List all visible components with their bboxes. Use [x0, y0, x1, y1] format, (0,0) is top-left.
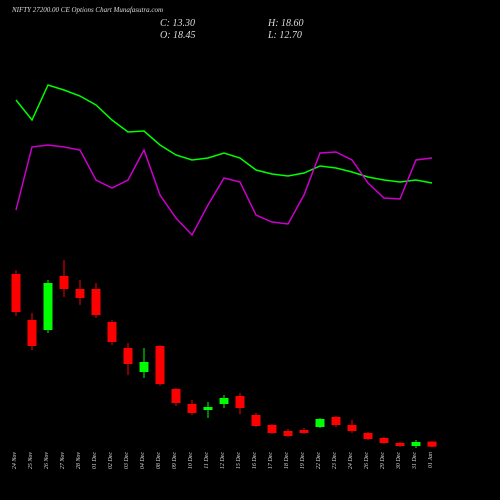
candle-body: [283, 431, 293, 436]
x-tick-label: 29 Dec: [380, 452, 386, 469]
candle-body: [219, 398, 229, 404]
low-label: L: 12.70: [267, 30, 302, 41]
candle-body: [171, 389, 181, 403]
line-series: [15, 144, 433, 237]
x-tick-label: 08 Dec: [156, 452, 162, 469]
x-tick-label: 15 Dec: [236, 452, 242, 469]
x-tick-label: 03 Dec: [124, 452, 130, 469]
x-tick-label: 27 Nov: [60, 452, 66, 470]
open-label: O: 18.45: [160, 30, 196, 41]
candle-body: [379, 438, 389, 443]
candle-body: [299, 430, 309, 433]
candle-body: [11, 274, 21, 312]
candle-body: [75, 289, 85, 298]
x-tick-label: 28 Nov: [76, 452, 82, 470]
candle-body: [267, 425, 277, 433]
x-tick-label: 17 Dec: [268, 452, 274, 469]
candle-body: [203, 407, 213, 410]
candle-body: [235, 396, 245, 408]
x-tick-label: 22 Dec: [316, 452, 322, 469]
candle-body: [251, 415, 261, 426]
x-tick-label: 24 Nov: [11, 452, 18, 470]
x-tick-label: 19 Dec: [300, 452, 306, 469]
x-tick-label: 02 Dec: [108, 452, 114, 469]
x-tick-label: 26 Nov: [44, 452, 50, 470]
candle-body: [363, 433, 373, 439]
candle-body: [427, 441, 437, 447]
x-tick-label: 09 Dec: [172, 452, 178, 469]
candle-body: [187, 404, 197, 413]
x-tick-label: 31 Dec: [412, 452, 418, 470]
x-tick-label: 23 Dec: [332, 452, 338, 469]
candle-body: [43, 283, 53, 330]
candle-body: [27, 320, 37, 346]
x-tick-label: 18 Dec: [284, 452, 290, 469]
x-tick-label: 10 Dec: [188, 452, 194, 469]
x-tick-label: 01 Dec: [92, 452, 98, 469]
x-tick-label: 01 Jan: [428, 452, 434, 468]
candle-body: [59, 276, 69, 289]
high-label: H: 18.60: [267, 18, 304, 29]
x-tick-label: 26 Dec: [364, 452, 370, 469]
x-tick-label: 30 Dec: [396, 452, 402, 470]
candle-body: [347, 425, 357, 431]
x-tick-label: 04 Dec: [139, 452, 146, 469]
close-label: C: 13.30: [160, 18, 195, 29]
candle-body: [155, 346, 165, 384]
x-tick-label: 24 Dec: [347, 452, 354, 469]
x-tick-label: 16 Dec: [252, 452, 258, 469]
chart-title: NIFTY 27200.00 CE Options Chart Munafasu…: [11, 6, 163, 14]
candle-body: [139, 362, 149, 372]
x-tick-label: 25 Nov: [28, 452, 34, 470]
x-tick-label: 11 Dec: [204, 452, 210, 469]
candle-body: [395, 443, 405, 446]
candle-body: [315, 419, 325, 427]
x-tick-label: 12 Dec: [220, 452, 226, 469]
candle-body: [331, 417, 341, 425]
candle-body: [411, 442, 421, 446]
candle-body: [123, 348, 133, 364]
candle-body: [91, 289, 101, 315]
candle-body: [107, 322, 117, 342]
